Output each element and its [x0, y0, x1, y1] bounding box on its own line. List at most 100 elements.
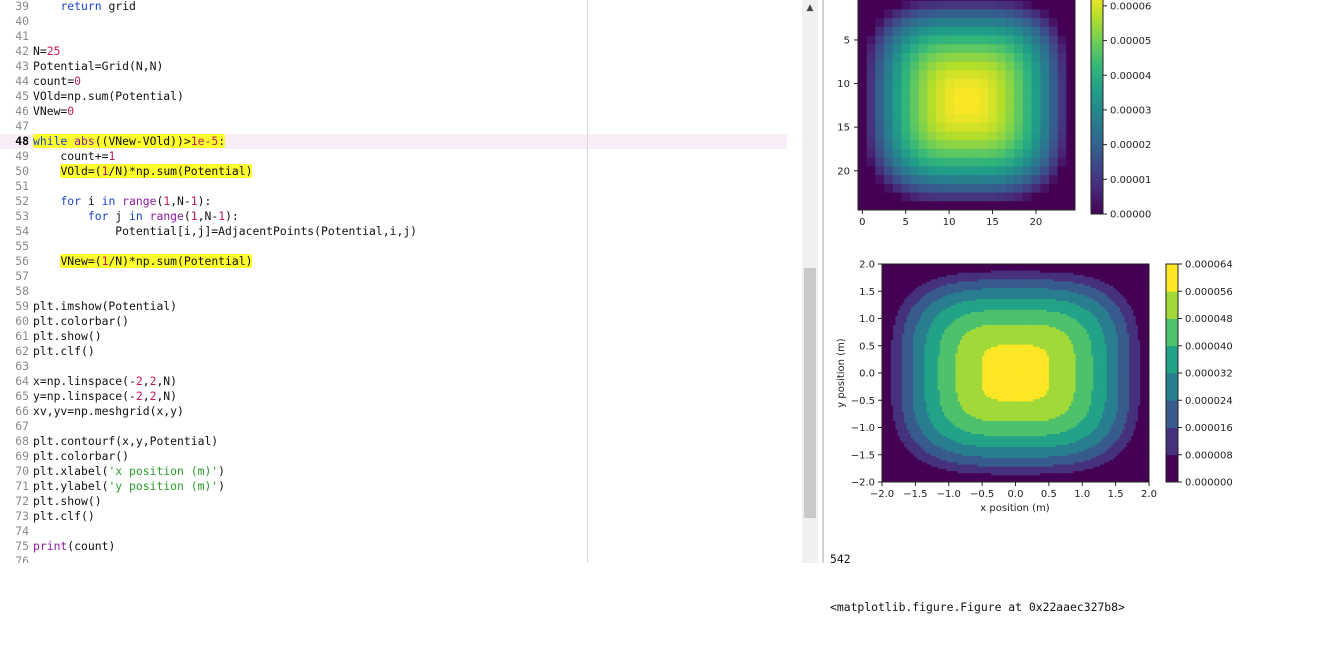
code-line[interactable]: 67 — [0, 419, 787, 434]
code-text[interactable]: plt.xlabel('x position (m)') — [33, 464, 225, 479]
code-text[interactable]: VOld=np.sum(Potential) — [33, 89, 184, 104]
contour-cell — [984, 275, 987, 278]
code-text[interactable]: Potential=Grid(N,N) — [33, 59, 163, 74]
contour-cell — [889, 323, 892, 326]
code-text[interactable]: plt.colorbar() — [33, 314, 129, 329]
heatmap-cells — [858, 0, 1075, 210]
contour-cell — [1064, 273, 1067, 276]
heatmap-cell — [1058, 132, 1067, 141]
code-line[interactable]: 63 — [0, 359, 787, 374]
code-text[interactable]: VOld=(1/N)*np.sum(Potential) — [33, 164, 252, 179]
contour-cell — [1047, 271, 1050, 274]
code-text[interactable]: count+=1 — [33, 149, 115, 164]
code-line[interactable]: 51 — [0, 179, 787, 194]
contour-cell — [1051, 279, 1054, 282]
code-text[interactable]: VNew=0 — [33, 104, 74, 119]
contour-cell — [922, 290, 925, 293]
contour-cell — [1042, 275, 1045, 278]
code-text[interactable]: for i in range(1,N-1): — [33, 194, 211, 209]
code-text[interactable]: for j in range(1,N-1): — [33, 209, 239, 224]
contour-cell — [1069, 281, 1072, 284]
contour-cell — [1107, 297, 1110, 300]
heatmap-cell — [1014, 88, 1023, 97]
code-line[interactable]: 39 return grid — [0, 0, 787, 14]
scrollbar-thumb[interactable] — [804, 268, 816, 518]
code-line[interactable]: 49 count+=1 — [0, 149, 787, 164]
code-text[interactable]: y=np.linspace(-2,2,N) — [33, 389, 177, 404]
code-line[interactable]: 55 — [0, 239, 787, 254]
contour-cell — [944, 275, 947, 278]
contour-cell — [1058, 314, 1061, 317]
code-text[interactable]: plt.show() — [33, 329, 102, 344]
code-text[interactable]: plt.ylabel('y position (m)') — [33, 479, 225, 494]
code-text[interactable]: print(count) — [33, 539, 115, 554]
heatmap-cell — [910, 53, 919, 62]
code-text[interactable]: count=0 — [33, 74, 81, 89]
contour-cell — [960, 338, 963, 341]
contour-cell — [1067, 277, 1070, 280]
code-text[interactable]: return grid — [33, 0, 136, 14]
code-text[interactable]: plt.show() — [33, 494, 102, 509]
contour-cell — [1131, 308, 1134, 311]
contour-cell — [1084, 277, 1087, 280]
contour-cell — [1073, 325, 1076, 328]
code-line[interactable]: 41 — [0, 29, 787, 44]
contour-cell — [962, 288, 965, 291]
code-text[interactable]: x=np.linspace(-2,2,N) — [33, 374, 177, 389]
code-line[interactable]: 53 for j in range(1,N-1): — [0, 209, 787, 224]
code-text[interactable]: plt.colorbar() — [33, 449, 129, 464]
contour-cell — [1047, 292, 1050, 295]
contour-cell — [929, 281, 932, 284]
code-line[interactable]: 50 VOld=(1/N)*np.sum(Potential) — [0, 164, 787, 179]
contour-cell — [951, 297, 954, 300]
code-line[interactable]: 76 — [0, 554, 787, 563]
code-line[interactable]: 57 — [0, 269, 787, 284]
contour-cell — [1000, 279, 1003, 282]
code-line[interactable]: 47 — [0, 119, 787, 134]
code-line[interactable]: 52 for i in range(1,N-1): — [0, 194, 787, 209]
code-text[interactable]: VNew=(1/N)*np.sum(Potential) — [33, 254, 252, 269]
contour-cell — [1089, 273, 1092, 276]
code-text[interactable]: N=25 — [33, 44, 60, 59]
code-text[interactable]: plt.imshow(Potential) — [33, 299, 177, 314]
code-line[interactable]: 40 — [0, 14, 787, 29]
contour-cell — [1107, 303, 1110, 306]
code-text[interactable]: plt.contourf(x,y,Potential) — [33, 434, 218, 449]
code-line[interactable]: 54 Potential[i,j]=AdjacentPoints(Potenti… — [0, 224, 787, 239]
code-text[interactable]: plt.clf() — [33, 344, 95, 359]
contour-cell — [1007, 266, 1010, 269]
code-text[interactable]: Potential[i,j]=AdjacentPoints(Potential,… — [33, 224, 417, 239]
code-line[interactable]: 56 VNew=(1/N)*np.sum(Potential) — [0, 254, 787, 269]
code-text[interactable]: xv,yv=np.meshgrid(x,y) — [33, 404, 184, 419]
chevron-up-icon[interactable]: ▲ — [802, 0, 818, 16]
heatmap-cell — [910, 132, 919, 141]
contour-cell — [913, 314, 916, 317]
heatmap-cell — [953, 105, 962, 114]
code-text[interactable]: while abs((VNew-VOld))>1e-5: — [33, 134, 225, 149]
code-line[interactable]: 74 — [0, 524, 787, 539]
code-text[interactable]: plt.clf() — [33, 509, 95, 524]
code-line[interactable]: 58 — [0, 284, 787, 299]
